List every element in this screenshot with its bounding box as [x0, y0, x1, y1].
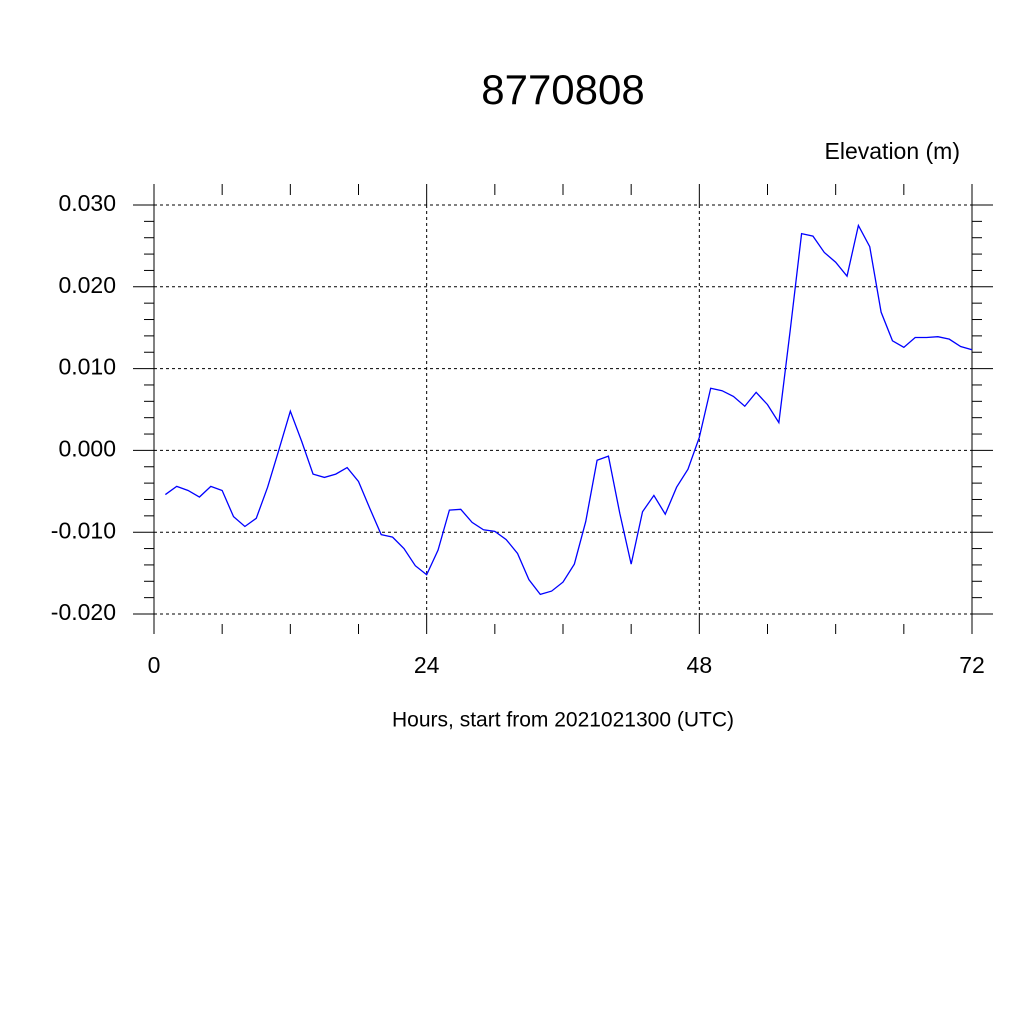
- y-tick-label: 0.000: [58, 435, 116, 461]
- y-axis-label: Elevation (m): [825, 138, 960, 164]
- chart-title: 8770808: [481, 66, 645, 113]
- y-tick-label: 0.010: [58, 354, 116, 380]
- y-tick-label: -0.020: [51, 599, 116, 625]
- y-tick-label: -0.010: [51, 517, 116, 543]
- x-axis-label: Hours, start from 2021021300 (UTC): [392, 709, 734, 732]
- x-tick-label: 48: [687, 652, 713, 678]
- x-tick-label: 72: [959, 652, 985, 678]
- y-tick-label: 0.020: [58, 272, 116, 298]
- x-tick-label: 0: [148, 652, 161, 678]
- x-tick-label: 24: [414, 652, 440, 678]
- data-line: [164, 223, 973, 596]
- y-tick-label: 0.030: [58, 190, 116, 216]
